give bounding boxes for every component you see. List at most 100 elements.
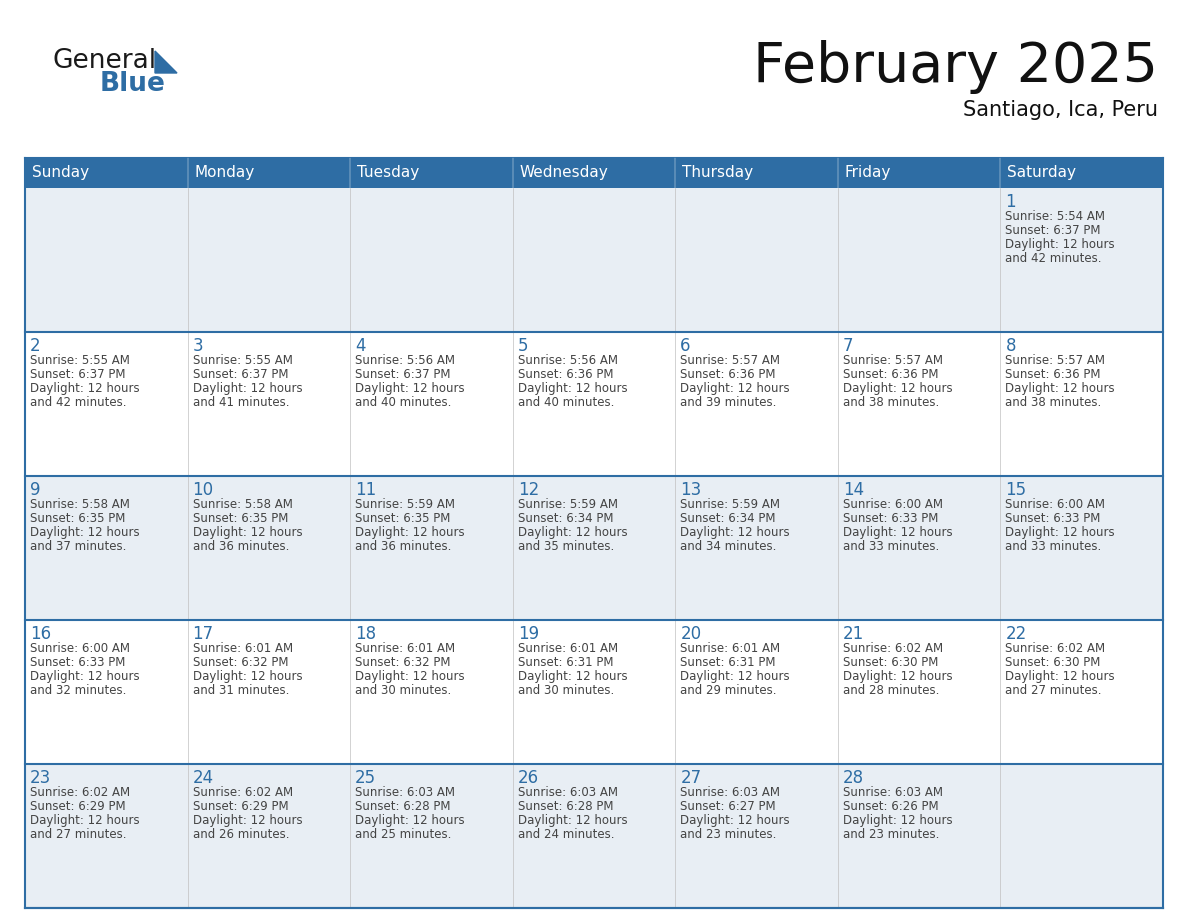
Text: Sunrise: 5:59 AM: Sunrise: 5:59 AM <box>355 498 455 511</box>
Text: Sunset: 6:33 PM: Sunset: 6:33 PM <box>842 512 939 525</box>
Text: 11: 11 <box>355 481 377 499</box>
Text: Daylight: 12 hours: Daylight: 12 hours <box>355 382 465 395</box>
Bar <box>25 764 1163 908</box>
Text: Daylight: 12 hours: Daylight: 12 hours <box>30 814 140 827</box>
Text: 28: 28 <box>842 769 864 787</box>
Text: Daylight: 12 hours: Daylight: 12 hours <box>842 814 953 827</box>
Text: Sunset: 6:34 PM: Sunset: 6:34 PM <box>518 512 613 525</box>
Text: 27: 27 <box>681 769 701 787</box>
Text: and 40 minutes.: and 40 minutes. <box>355 396 451 409</box>
Text: 24: 24 <box>192 769 214 787</box>
Text: and 34 minutes.: and 34 minutes. <box>681 540 777 553</box>
Text: Daylight: 12 hours: Daylight: 12 hours <box>30 526 140 539</box>
Text: Sunset: 6:36 PM: Sunset: 6:36 PM <box>518 368 613 381</box>
Text: 21: 21 <box>842 625 864 643</box>
Text: Daylight: 12 hours: Daylight: 12 hours <box>681 814 790 827</box>
Text: Sunrise: 5:58 AM: Sunrise: 5:58 AM <box>192 498 292 511</box>
Text: and 27 minutes.: and 27 minutes. <box>1005 684 1102 697</box>
Text: Daylight: 12 hours: Daylight: 12 hours <box>192 670 302 683</box>
Text: 12: 12 <box>518 481 539 499</box>
Text: Daylight: 12 hours: Daylight: 12 hours <box>192 814 302 827</box>
Text: Sunset: 6:37 PM: Sunset: 6:37 PM <box>30 368 126 381</box>
Text: and 27 minutes.: and 27 minutes. <box>30 828 126 841</box>
Bar <box>25 188 1163 332</box>
Text: Sunset: 6:37 PM: Sunset: 6:37 PM <box>355 368 450 381</box>
Text: Daylight: 12 hours: Daylight: 12 hours <box>355 814 465 827</box>
Text: 18: 18 <box>355 625 377 643</box>
Text: Sunset: 6:30 PM: Sunset: 6:30 PM <box>1005 656 1101 669</box>
Text: Sunrise: 6:01 AM: Sunrise: 6:01 AM <box>192 642 292 655</box>
Text: 14: 14 <box>842 481 864 499</box>
Text: Thursday: Thursday <box>682 165 753 181</box>
Text: 13: 13 <box>681 481 702 499</box>
Text: Santiago, Ica, Peru: Santiago, Ica, Peru <box>963 100 1158 120</box>
Text: 2: 2 <box>30 337 40 355</box>
Text: Sunrise: 5:56 AM: Sunrise: 5:56 AM <box>518 354 618 367</box>
Text: and 31 minutes.: and 31 minutes. <box>192 684 289 697</box>
Text: Sunset: 6:26 PM: Sunset: 6:26 PM <box>842 800 939 813</box>
Text: Tuesday: Tuesday <box>358 165 419 181</box>
Text: 15: 15 <box>1005 481 1026 499</box>
Text: and 41 minutes.: and 41 minutes. <box>192 396 289 409</box>
Text: Daylight: 12 hours: Daylight: 12 hours <box>842 526 953 539</box>
Text: and 37 minutes.: and 37 minutes. <box>30 540 126 553</box>
Text: and 30 minutes.: and 30 minutes. <box>355 684 451 697</box>
Polygon shape <box>154 51 177 73</box>
Text: 7: 7 <box>842 337 853 355</box>
Text: and 42 minutes.: and 42 minutes. <box>1005 252 1102 265</box>
Text: Daylight: 12 hours: Daylight: 12 hours <box>518 814 627 827</box>
Text: Sunset: 6:34 PM: Sunset: 6:34 PM <box>681 512 776 525</box>
Text: Daylight: 12 hours: Daylight: 12 hours <box>518 382 627 395</box>
Text: Friday: Friday <box>845 165 891 181</box>
Text: Sunrise: 6:02 AM: Sunrise: 6:02 AM <box>1005 642 1106 655</box>
Bar <box>25 332 1163 476</box>
Text: Sunrise: 6:01 AM: Sunrise: 6:01 AM <box>518 642 618 655</box>
Text: 22: 22 <box>1005 625 1026 643</box>
Text: Sunset: 6:36 PM: Sunset: 6:36 PM <box>842 368 939 381</box>
Text: and 35 minutes.: and 35 minutes. <box>518 540 614 553</box>
Text: and 42 minutes.: and 42 minutes. <box>30 396 126 409</box>
Text: Daylight: 12 hours: Daylight: 12 hours <box>518 670 627 683</box>
Text: and 40 minutes.: and 40 minutes. <box>518 396 614 409</box>
Text: 4: 4 <box>355 337 366 355</box>
Text: Sunset: 6:37 PM: Sunset: 6:37 PM <box>1005 224 1101 237</box>
Text: Sunday: Sunday <box>32 165 89 181</box>
Text: Sunrise: 6:03 AM: Sunrise: 6:03 AM <box>518 786 618 799</box>
Text: 16: 16 <box>30 625 51 643</box>
Text: Monday: Monday <box>195 165 254 181</box>
Text: Sunset: 6:30 PM: Sunset: 6:30 PM <box>842 656 939 669</box>
Text: Sunset: 6:29 PM: Sunset: 6:29 PM <box>30 800 126 813</box>
Text: and 36 minutes.: and 36 minutes. <box>192 540 289 553</box>
Text: and 32 minutes.: and 32 minutes. <box>30 684 126 697</box>
Text: Sunrise: 5:57 AM: Sunrise: 5:57 AM <box>842 354 943 367</box>
Text: Daylight: 12 hours: Daylight: 12 hours <box>681 670 790 683</box>
Text: 9: 9 <box>30 481 40 499</box>
Text: and 25 minutes.: and 25 minutes. <box>355 828 451 841</box>
Text: Daylight: 12 hours: Daylight: 12 hours <box>1005 382 1116 395</box>
Bar <box>25 476 1163 620</box>
Text: Sunrise: 6:03 AM: Sunrise: 6:03 AM <box>842 786 943 799</box>
Text: Sunset: 6:35 PM: Sunset: 6:35 PM <box>355 512 450 525</box>
Text: 17: 17 <box>192 625 214 643</box>
Text: Daylight: 12 hours: Daylight: 12 hours <box>518 526 627 539</box>
Text: Sunset: 6:32 PM: Sunset: 6:32 PM <box>355 656 450 669</box>
Text: Sunset: 6:35 PM: Sunset: 6:35 PM <box>192 512 287 525</box>
Text: and 36 minutes.: and 36 minutes. <box>355 540 451 553</box>
Text: Sunrise: 5:59 AM: Sunrise: 5:59 AM <box>681 498 781 511</box>
Text: Daylight: 12 hours: Daylight: 12 hours <box>30 670 140 683</box>
Text: Sunrise: 5:54 AM: Sunrise: 5:54 AM <box>1005 210 1105 223</box>
Text: Sunrise: 6:00 AM: Sunrise: 6:00 AM <box>842 498 943 511</box>
Text: Daylight: 12 hours: Daylight: 12 hours <box>1005 526 1116 539</box>
Text: 3: 3 <box>192 337 203 355</box>
Text: and 23 minutes.: and 23 minutes. <box>842 828 940 841</box>
Text: and 39 minutes.: and 39 minutes. <box>681 396 777 409</box>
Text: Daylight: 12 hours: Daylight: 12 hours <box>192 382 302 395</box>
Text: and 29 minutes.: and 29 minutes. <box>681 684 777 697</box>
Text: Sunrise: 6:00 AM: Sunrise: 6:00 AM <box>30 642 129 655</box>
Text: 5: 5 <box>518 337 529 355</box>
Text: Sunset: 6:29 PM: Sunset: 6:29 PM <box>192 800 289 813</box>
Text: and 24 minutes.: and 24 minutes. <box>518 828 614 841</box>
Text: Sunset: 6:35 PM: Sunset: 6:35 PM <box>30 512 126 525</box>
Text: Daylight: 12 hours: Daylight: 12 hours <box>192 526 302 539</box>
Text: 19: 19 <box>518 625 539 643</box>
